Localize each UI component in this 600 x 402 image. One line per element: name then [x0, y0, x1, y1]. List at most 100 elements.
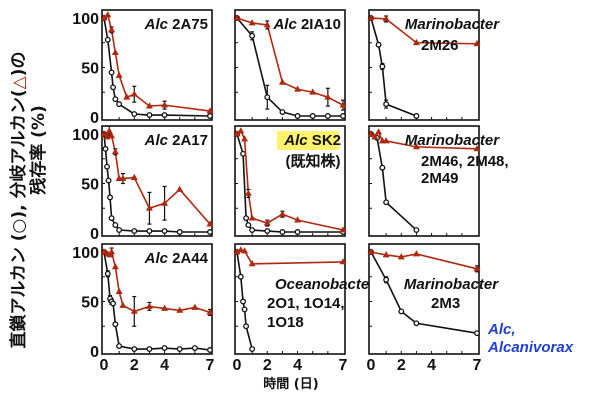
linear-point	[294, 229, 301, 235]
x-tick-label: 2	[397, 357, 406, 374]
x-tick-label: 2	[130, 357, 139, 374]
branched-point	[104, 11, 112, 18]
panel-title-genus: Alc	[144, 16, 169, 33]
branched-point	[106, 251, 114, 258]
linear-point	[110, 84, 117, 91]
linear-point	[105, 177, 112, 184]
panel-frame	[234, 9, 346, 121]
linear-point	[112, 321, 119, 328]
x-tick-label: 4	[160, 357, 169, 374]
panel-title: Alc SK2	[283, 132, 341, 149]
linear-point	[108, 215, 115, 222]
panel-title-strain: 2A44	[168, 250, 209, 267]
branched-point	[206, 308, 214, 315]
branched-point	[111, 263, 119, 270]
branched-point	[294, 216, 302, 223]
linear-point	[176, 346, 183, 352]
branched-point	[130, 90, 138, 97]
linear-point	[413, 227, 420, 233]
y-tick-label: 50	[81, 61, 99, 78]
panel-title-genus: Alc	[144, 132, 169, 149]
panel-title-genus: Alc	[144, 250, 169, 267]
branched-point	[206, 107, 214, 114]
panel-subtitle: (既知株)	[286, 152, 341, 170]
branched-point	[412, 250, 420, 257]
panel-2IA10: Alc 2IA10	[233, 9, 347, 121]
panel-subtitle: 2M26	[421, 37, 459, 54]
linear-point	[383, 101, 390, 108]
panel-title-genus: Marinobacter	[405, 132, 500, 149]
panel-title-strain: 2IA10	[297, 16, 341, 33]
branched-point	[111, 148, 119, 155]
panel-overlay-strains: 2O1, 1O14,	[267, 295, 345, 312]
linear-point	[264, 228, 271, 234]
linear-point	[112, 222, 119, 229]
linear-point	[104, 163, 110, 170]
title-highlight	[277, 131, 339, 150]
linear-point	[207, 347, 213, 353]
panel-subtitle: 2M49	[421, 170, 459, 187]
panel-title-genus: Alc	[272, 16, 297, 33]
branched-point	[176, 185, 184, 192]
panel-subtitle: 2M46, 2M48,	[421, 153, 509, 170]
linear-point	[131, 111, 138, 117]
branched-point	[382, 15, 390, 22]
panel-2A44: 0 50 100 0 2 4 7 Alc 2A44	[72, 243, 215, 374]
linear-point	[146, 228, 153, 234]
branched-point	[100, 248, 108, 255]
branched-point	[100, 14, 108, 21]
branched-point	[375, 128, 383, 135]
linear-point	[108, 69, 115, 76]
branched-point	[473, 145, 481, 152]
linear-point	[161, 112, 168, 118]
panel-overlay-genus: Oceanobacter	[275, 276, 376, 293]
branched-point	[111, 48, 119, 56]
panel-title: Alc 2IA10	[272, 16, 341, 33]
linear-point	[146, 112, 153, 118]
footnote-line2: Alcanivorax	[487, 339, 574, 356]
branched-point	[248, 214, 256, 221]
panel-title: Alc 2A17	[144, 132, 208, 149]
linear-point	[474, 330, 480, 337]
branched-point	[161, 199, 169, 206]
branched-point	[339, 258, 347, 265]
branched-point	[367, 130, 375, 137]
branched-point	[294, 85, 302, 92]
linear-point	[116, 227, 123, 233]
linear-point	[398, 308, 405, 315]
branched-point	[237, 246, 245, 253]
branched-point	[206, 220, 214, 227]
linear-point	[413, 320, 420, 327]
linear-point	[324, 113, 331, 119]
branched-point	[105, 127, 113, 134]
linear-point	[240, 150, 247, 157]
panel-overlay-strains: 1O18	[267, 314, 304, 331]
panel-2M46: Marinobacter 2M46, 2M48,2M49	[367, 125, 509, 237]
footnote-line1: Alc,	[487, 321, 516, 338]
y-tick-label: 0	[90, 344, 99, 361]
branched-point	[367, 14, 375, 21]
linear-point	[207, 113, 213, 119]
linear-point	[249, 227, 256, 233]
branched-point	[324, 93, 332, 100]
linear-point	[243, 323, 250, 330]
y-axis-label-line1: 直鎖アルカン (○), 分岐アルカン(△)の	[8, 52, 29, 349]
linear-point	[107, 194, 114, 201]
branched-point	[161, 304, 169, 311]
branched-point	[123, 93, 131, 100]
branched-point	[119, 301, 127, 308]
branched-point	[397, 253, 405, 260]
linear-point	[104, 270, 111, 277]
panel-2A17: 0 50 100 Alc 2A17	[72, 125, 214, 243]
branched-point	[161, 101, 169, 108]
branched-point	[371, 133, 379, 140]
panel-overlay-genus: Marinobacter	[404, 276, 499, 293]
panel-title: Marinobacter	[405, 16, 500, 33]
panel-frame	[368, 125, 480, 237]
branched-point	[473, 39, 481, 47]
panel-frame	[101, 243, 213, 355]
branched-point	[130, 307, 138, 314]
linear-point	[249, 32, 256, 39]
x-tick-label: 7	[339, 357, 348, 374]
